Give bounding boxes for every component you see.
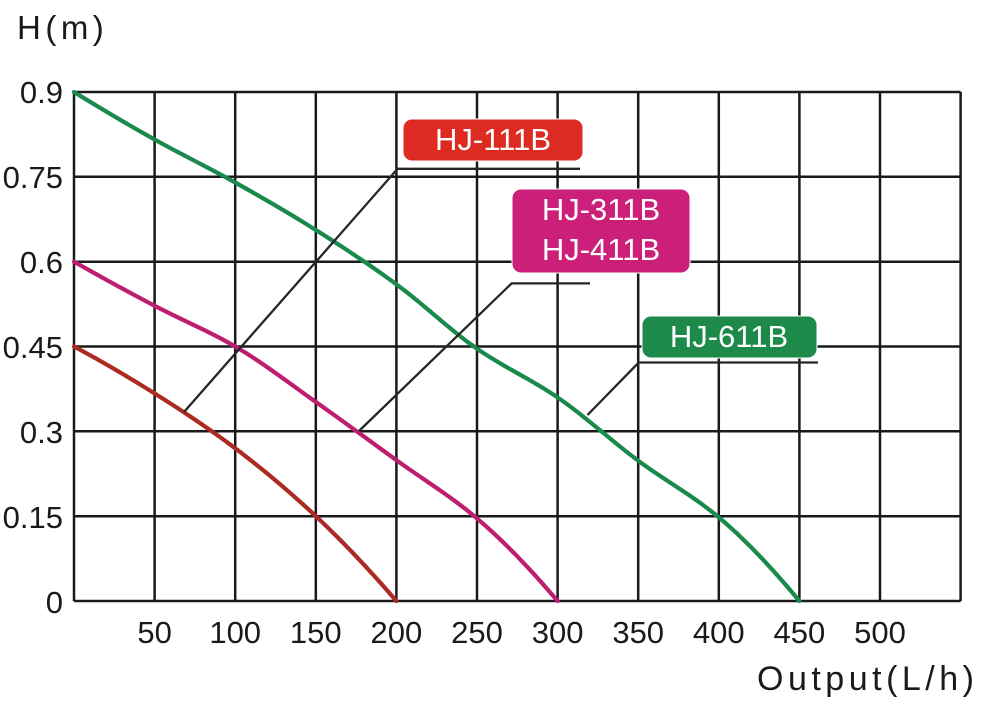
svg-text:0.9: 0.9 [20,75,63,110]
svg-text:100: 100 [209,615,261,650]
svg-text:HJ-611B: HJ-611B [670,319,788,354]
svg-text:350: 350 [612,615,664,650]
svg-text:0: 0 [46,585,63,620]
svg-text:H(m): H(m) [17,9,108,46]
svg-text:250: 250 [451,615,503,650]
svg-text:400: 400 [693,615,745,650]
svg-text:Output(L/h): Output(L/h) [757,660,978,698]
svg-text:500: 500 [854,615,906,650]
svg-text:0.15: 0.15 [3,500,63,535]
svg-text:HJ-311B: HJ-311B [542,192,660,227]
svg-text:0.6: 0.6 [20,245,63,280]
svg-text:0.3: 0.3 [20,415,63,450]
svg-text:200: 200 [371,615,423,650]
svg-text:HJ-411B: HJ-411B [542,232,660,267]
svg-text:50: 50 [137,615,171,650]
svg-text:0.75: 0.75 [3,160,63,195]
svg-text:HJ-111B: HJ-111B [435,122,551,157]
svg-text:150: 150 [290,615,342,650]
svg-text:0.45: 0.45 [3,330,63,365]
svg-text:450: 450 [774,615,826,650]
svg-text:300: 300 [532,615,584,650]
